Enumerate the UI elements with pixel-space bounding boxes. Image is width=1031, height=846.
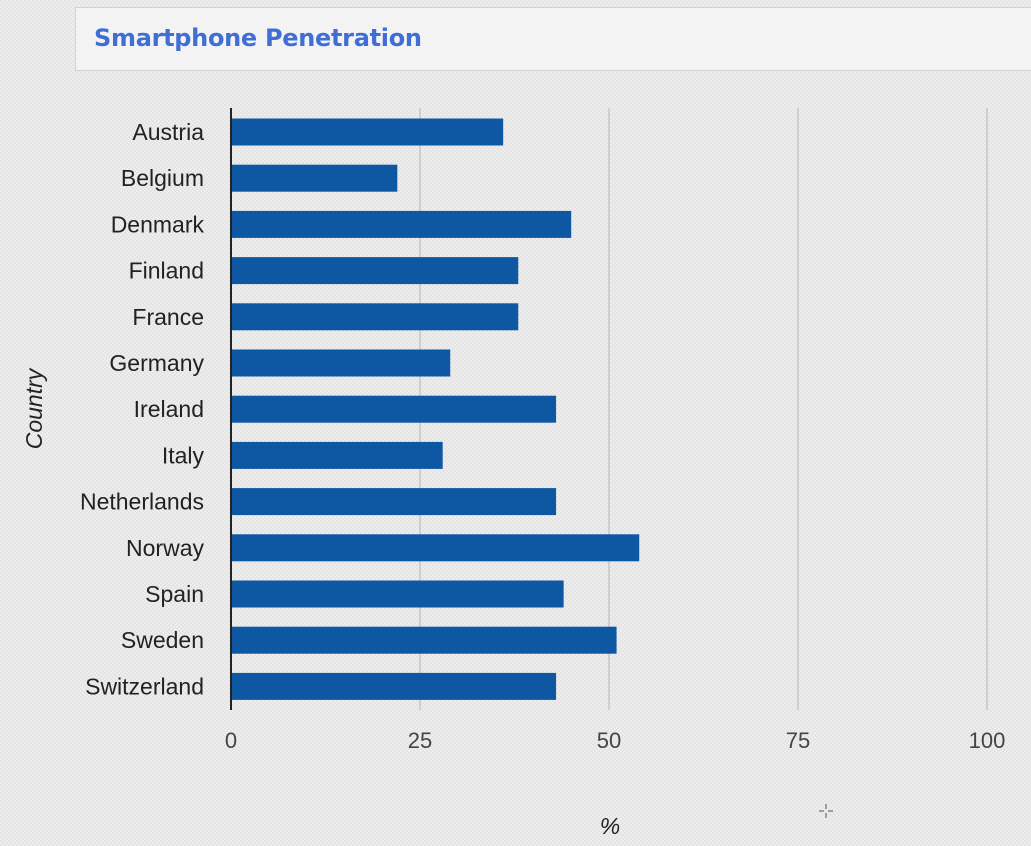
x-tick-label: 75 — [786, 728, 810, 753]
category-label: France — [132, 304, 204, 330]
category-label: Belgium — [121, 165, 204, 191]
bar-netherlands[interactable] — [231, 488, 557, 516]
category-label: Germany — [109, 350, 204, 376]
bar-norway[interactable] — [231, 534, 640, 562]
category-label: Finland — [129, 258, 204, 284]
bar-ireland[interactable] — [231, 395, 557, 423]
bar-sweden[interactable] — [231, 626, 617, 654]
x-tick-label: 0 — [225, 728, 237, 753]
category-label: Norway — [126, 535, 204, 561]
chart-header: Smartphone Penetration — [75, 7, 1031, 71]
grid-lines — [419, 108, 988, 710]
x-tick-label: 25 — [408, 728, 432, 753]
category-label: Italy — [162, 442, 205, 468]
bar-belgium[interactable] — [231, 164, 398, 192]
category-label: Sweden — [121, 627, 204, 653]
bar-spain[interactable] — [231, 580, 564, 608]
bar-italy[interactable] — [231, 441, 443, 469]
category-label: Spain — [145, 581, 204, 607]
bar-france[interactable] — [231, 303, 519, 331]
category-labels: Austria Belgium Denmark Finland France German… — [80, 119, 205, 699]
category-label: Austria — [132, 119, 204, 145]
chart-title: Smartphone Penetration — [94, 24, 422, 52]
x-tick-label: 50 — [597, 728, 621, 753]
category-label: Switzerland — [85, 673, 204, 699]
bar-switzerland[interactable] — [231, 672, 557, 700]
category-label: Ireland — [134, 396, 204, 422]
x-tick-label: 100 — [969, 728, 1006, 753]
bar-finland[interactable] — [231, 257, 519, 285]
bar-germany[interactable] — [231, 349, 451, 377]
category-label: Netherlands — [80, 489, 204, 515]
bar-austria[interactable] — [231, 118, 504, 146]
crosshair-cursor-icon — [819, 804, 833, 818]
bars — [231, 118, 640, 700]
bar-denmark[interactable] — [231, 210, 572, 238]
x-tick-labels: 0 25 50 75 100 — [225, 728, 1005, 753]
category-label: Denmark — [111, 211, 205, 237]
x-axis-title: % — [600, 813, 620, 839]
y-axis-title: Country — [21, 367, 47, 449]
